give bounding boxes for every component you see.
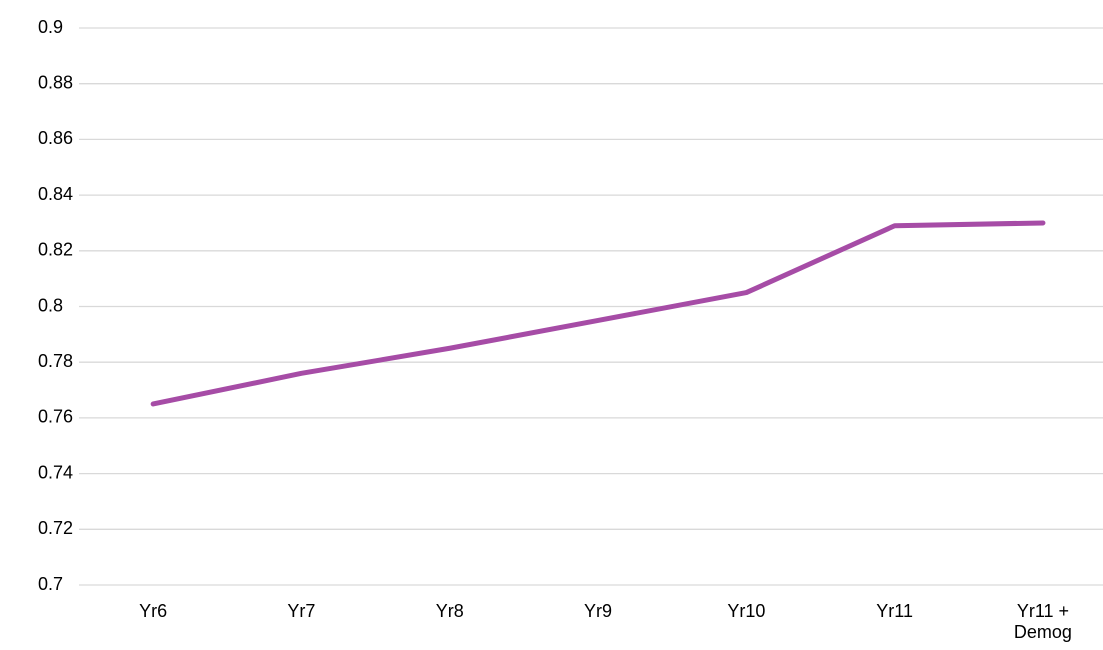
y-tick-label: 0.74 <box>38 462 73 482</box>
y-tick-label: 0.76 <box>38 407 73 427</box>
x-tick-label: Yr11 + Demog <box>1013 601 1072 642</box>
y-tick-label: 0.84 <box>38 184 73 204</box>
y-tick-label: 0.72 <box>38 518 73 538</box>
y-tick-label: 0.78 <box>38 351 73 371</box>
x-tick-label: Yr6 <box>139 601 168 621</box>
y-tick-label: 0.8 <box>38 295 63 315</box>
y-tick-label: 0.7 <box>38 574 63 594</box>
y-tick-label: 0.86 <box>38 128 73 148</box>
x-tick-label: Yr11 <box>876 601 913 621</box>
x-tick-label: Yr7 <box>287 601 316 621</box>
x-tick-label: Yr8 <box>435 601 464 621</box>
y-tick-label: 0.82 <box>38 240 73 260</box>
x-tick-label: Yr10 <box>727 601 766 621</box>
y-tick-label: 0.9 <box>38 17 63 37</box>
x-tick-label: Yr9 <box>584 601 613 621</box>
y-tick-label: 0.88 <box>38 72 73 92</box>
line <box>150 220 1046 407</box>
